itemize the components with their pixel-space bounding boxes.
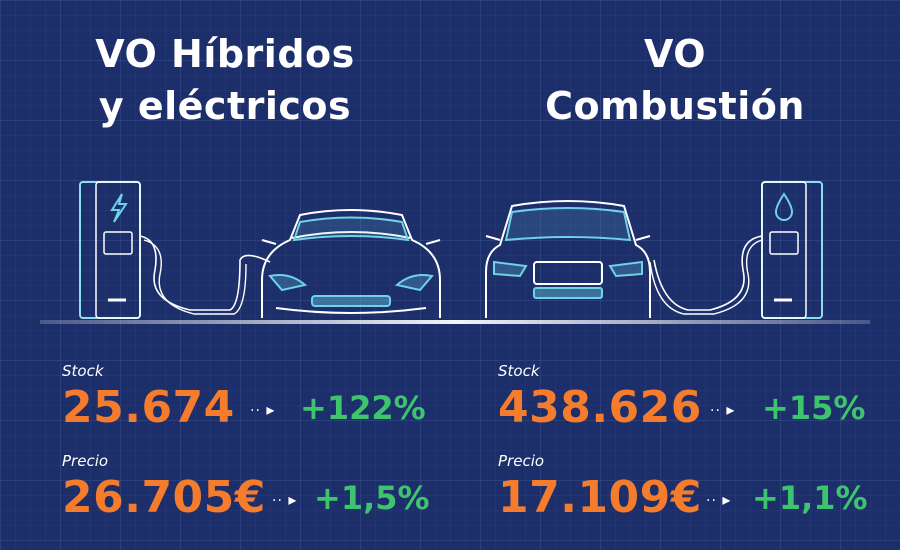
dotted-arrow-icon: ·· ▸ [706,490,732,509]
dotted-arrow-icon: ·· ▸ [710,400,736,419]
fuel-drop-icon [774,192,794,221]
hybrid-price-change: +1,5% [314,479,430,517]
fuel-pump [649,181,823,319]
ground-line [40,320,870,324]
lightning-bolt-icon [110,193,128,223]
title-hybrid-line1: VO Híbridos [95,32,355,76]
title-combustion-line1: VO [643,32,707,76]
hybrid-price-value: 26.705€ [62,472,266,523]
title-combustion-line2: Combustión [545,84,805,128]
hybrid-stock-label: Stock [62,362,104,380]
hybrid-stock-value: 25.674 [62,382,235,433]
title-hybrid-electric: VO Híbridos y eléctricos [45,28,405,132]
title-hybrid-line2: y eléctricos [98,84,352,128]
combustion-car [485,200,651,318]
combustion-price-label: Precio [498,452,545,470]
combustion-price-change: +1,1% [752,479,868,517]
hybrid-electric-car [261,209,441,318]
ev-charger [79,181,271,319]
title-combustion: VO Combustión [495,28,855,132]
cars-illustration [40,181,870,324]
combustion-stock-label: Stock [498,362,540,380]
hybrid-price-label: Precio [62,452,109,470]
dotted-arrow-icon: ·· ▸ [272,490,298,509]
combustion-stock-value: 438.626 [498,382,702,433]
hybrid-stock-change: +122% [300,389,426,427]
combustion-price-value: 17.109€ [498,472,702,523]
dotted-arrow-icon: ·· ▸ [250,400,276,419]
combustion-stock-change: +15% [762,389,866,427]
